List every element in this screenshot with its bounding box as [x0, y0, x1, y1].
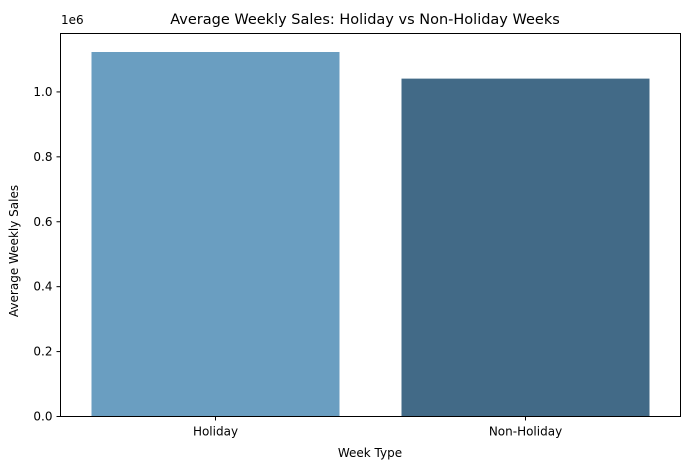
y-tick-label: 1.0 — [33, 85, 52, 99]
y-tick-label: 0.4 — [33, 280, 52, 294]
bar-holiday — [91, 52, 340, 417]
x-tick-label: Holiday — [193, 425, 238, 439]
y-tick-label: 0.2 — [33, 345, 52, 359]
plot-frame — [60, 33, 681, 417]
y-ticks: 0.0 0.2 0.4 0.6 0.8 1.0 — [33, 85, 61, 424]
x-ticks: Holiday Non-Holiday — [193, 416, 562, 439]
chart-title: Average Weekly Sales: Holiday vs Non-Hol… — [170, 12, 560, 28]
y-axis-label: Average Weekly Sales — [7, 185, 21, 317]
y-tick-label: 0.6 — [33, 215, 52, 229]
bar-non-holiday — [401, 78, 650, 417]
bars-group — [91, 52, 650, 417]
x-axis-label: Week Type — [338, 446, 402, 460]
x-tick-label: Non-Holiday — [489, 425, 562, 439]
y-tick-label: 0.8 — [33, 150, 52, 164]
y-tick-label: 0.0 — [33, 410, 52, 424]
offset-label: 1e6 — [61, 13, 84, 27]
